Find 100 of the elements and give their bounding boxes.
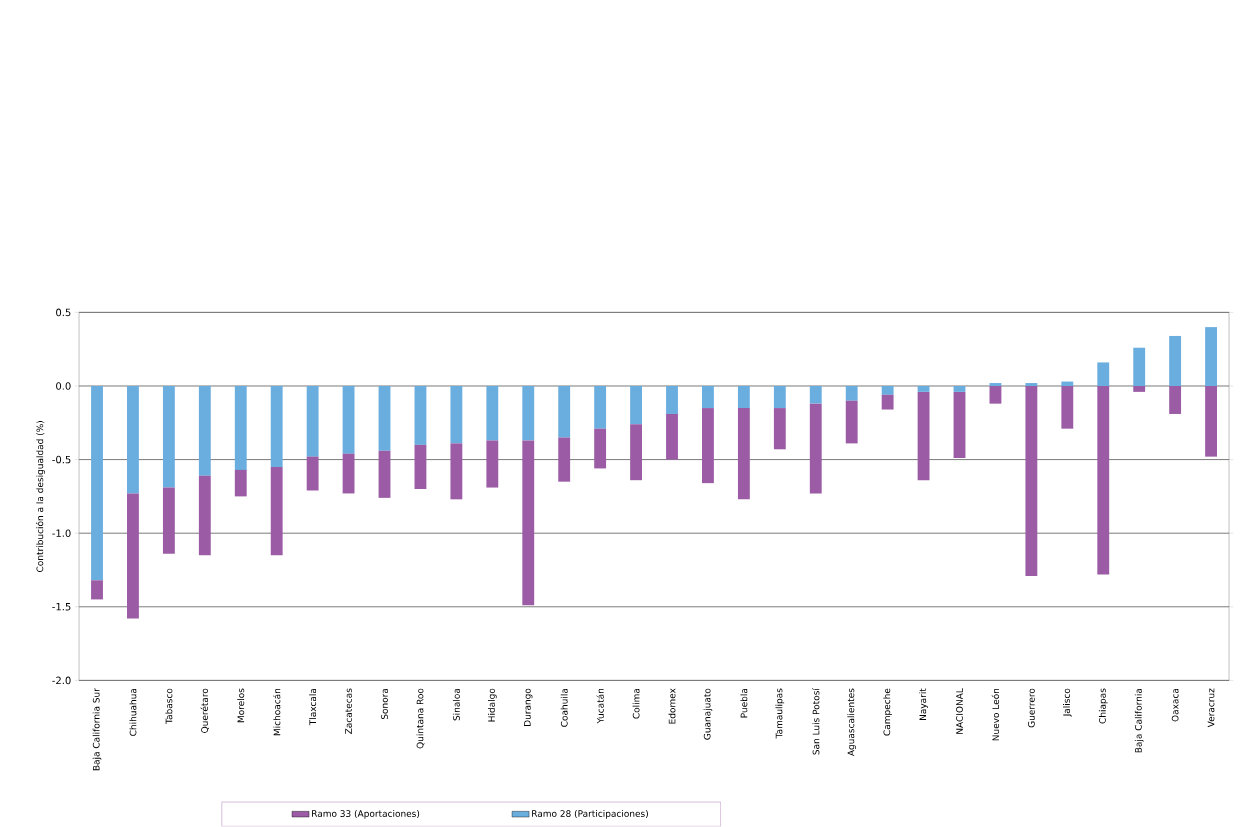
x-tick-label: Colima <box>632 689 640 719</box>
y-tick-label: -0.5 <box>52 456 71 464</box>
y-tick-label: 0.5 <box>56 308 71 317</box>
bar <box>342 386 355 454</box>
x-tick-label: Guanajuato <box>703 688 713 740</box>
x-tick-label: Tlaxcala <box>309 689 317 726</box>
x-tick-label: Nuevo León <box>991 689 1000 741</box>
x-tick-label: Tamaulipas <box>775 688 785 739</box>
x-tick-label: Sonora <box>381 689 388 720</box>
bar <box>234 386 247 471</box>
bar <box>270 467 283 556</box>
x-tick-label: Edomex <box>668 688 676 724</box>
y-axis-title: Contribución a la desigualdad (%) <box>35 421 45 573</box>
bar <box>630 386 642 425</box>
bar <box>1205 327 1217 387</box>
bar <box>917 386 930 393</box>
x-tick-label: Chiapas <box>1098 688 1108 724</box>
x-tick-label: Durango <box>524 688 533 727</box>
bar <box>378 450 391 499</box>
bar <box>522 386 535 441</box>
x-tick-label: NACIONAL <box>956 688 963 734</box>
bar <box>91 386 103 581</box>
bar <box>809 403 822 494</box>
bar <box>198 386 211 477</box>
bar <box>306 456 319 491</box>
bar <box>1097 386 1110 575</box>
bar <box>1097 362 1110 387</box>
x-tick-label: Yucatán <box>596 689 604 724</box>
bar <box>773 386 786 409</box>
x-tick-label: Jalisco <box>1063 688 1072 718</box>
bar <box>91 580 103 600</box>
bar <box>342 453 355 494</box>
y-tick-label: -2.0 <box>52 676 71 685</box>
bar <box>989 383 1002 387</box>
bar <box>234 470 247 497</box>
bar <box>594 386 607 429</box>
bar <box>270 386 283 468</box>
bar <box>1025 386 1038 577</box>
bar <box>953 392 966 459</box>
legend-label: Ramo 33 (Aportaciones) <box>312 810 420 819</box>
bar <box>1205 386 1217 457</box>
bar <box>737 386 750 409</box>
bar <box>845 400 858 444</box>
bar <box>1133 347 1146 387</box>
x-tick-label: Aguascalientes <box>847 688 857 757</box>
bar <box>1169 386 1182 415</box>
bar <box>666 414 678 460</box>
x-tick-label: Nayarit <box>919 688 928 721</box>
bar <box>1061 386 1074 429</box>
bar <box>486 440 499 488</box>
x-tick-label: Coahuila <box>560 689 568 727</box>
bar <box>953 386 966 393</box>
bar <box>127 493 139 619</box>
bar <box>881 386 894 396</box>
x-tick-label: Baja California <box>1134 689 1144 753</box>
bar <box>450 443 463 500</box>
bar <box>162 487 175 555</box>
bar <box>414 445 427 490</box>
bar <box>773 408 786 450</box>
bar <box>378 386 391 451</box>
bar <box>414 386 427 446</box>
bar <box>558 437 571 482</box>
bar <box>881 395 894 410</box>
x-tick-label: Puebla <box>740 689 748 718</box>
bar <box>450 386 463 444</box>
x-tick-label: Querétaro <box>200 688 209 734</box>
x-tick-label: Chihuahua <box>129 689 137 737</box>
bar <box>737 408 750 500</box>
bar <box>630 424 642 481</box>
x-tick-label: Campeche <box>883 688 892 736</box>
bar <box>845 386 858 401</box>
bar <box>558 386 571 438</box>
bar <box>989 386 1002 404</box>
bar <box>1169 336 1182 387</box>
bar <box>198 476 211 556</box>
x-tick-label: Veracruz <box>1207 688 1215 728</box>
bar <box>594 428 607 469</box>
bar <box>522 440 535 606</box>
bar <box>917 392 930 481</box>
x-tick-label: Michoacán <box>273 689 281 736</box>
y-tick-label: -1.5 <box>52 603 71 611</box>
bar <box>1025 383 1038 387</box>
bar <box>162 386 175 488</box>
bar <box>702 408 714 484</box>
bar <box>1061 381 1074 387</box>
bar <box>486 386 499 441</box>
bar <box>702 386 714 409</box>
x-tick-label: Hidalgo <box>487 688 497 722</box>
x-tick-label: Zacatecas <box>345 688 352 735</box>
x-tick-label: Oaxaca <box>1171 689 1179 722</box>
bar <box>1133 386 1146 393</box>
x-tick-label: Morelos <box>237 688 245 723</box>
x-tick-label: Tabasco <box>165 688 173 725</box>
x-tick-label: Guerrero <box>1027 688 1035 728</box>
bar <box>306 386 319 457</box>
bar <box>666 386 678 415</box>
x-tick-label: Baja California Sur <box>92 688 102 771</box>
legend-label: Ramo 28 (Participaciones) <box>532 810 648 819</box>
y-tick-label: 0.0 <box>56 382 71 390</box>
bar <box>809 386 822 404</box>
